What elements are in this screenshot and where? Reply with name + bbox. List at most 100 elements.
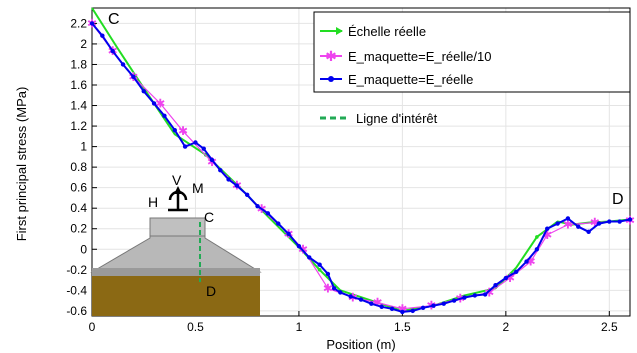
annotation-d: D: [612, 191, 624, 208]
data-point: [545, 226, 550, 231]
data-point: [627, 217, 633, 222]
inset-soil: [92, 272, 260, 316]
x-tick-label: 1: [296, 320, 303, 334]
data-point: [576, 224, 581, 229]
data-point: ✱: [542, 228, 552, 242]
data-point: ✱: [563, 218, 573, 232]
legend-label-maquette-10: E_maquette=E_réelle/10: [348, 49, 491, 64]
data-point: [317, 262, 322, 267]
y-tick-label: 0.6: [70, 181, 87, 195]
data-point: [141, 88, 146, 94]
data-point: [513, 269, 519, 275]
x-tick-label: 1.5: [394, 320, 411, 334]
y-tick-label: -0.4: [66, 283, 87, 297]
data-point: [182, 144, 188, 149]
data-point: [265, 211, 271, 216]
data-point: [209, 157, 215, 163]
inset-label-m: M: [192, 180, 204, 196]
data-point: [420, 305, 426, 310]
legend-label-maquette: E_maquette=E_réelle: [348, 72, 473, 87]
inset-label-d: D: [206, 283, 216, 299]
data-point: [244, 192, 250, 198]
legend-marker-echelle-icon: [336, 27, 343, 35]
data-point: [607, 219, 612, 224]
x-tick-label: 2.5: [601, 320, 618, 334]
data-point: [535, 235, 539, 239]
y-tick-label: 1.8: [70, 57, 87, 71]
data-point: [307, 255, 312, 260]
data-point: [131, 74, 136, 79]
inset-foundation-base: [92, 268, 260, 276]
y-tick-label: 0.4: [70, 201, 87, 215]
data-point: ✱: [155, 96, 165, 110]
y-tick-label: -0.6: [66, 304, 87, 318]
data-point: [234, 183, 240, 188]
data-point: [555, 221, 560, 226]
data-point: [441, 301, 446, 306]
data-point: [410, 308, 415, 314]
data-point: [348, 294, 353, 299]
data-point: [431, 303, 436, 308]
data-point: ✱: [397, 302, 407, 316]
data-point: [389, 306, 395, 312]
data-point: [617, 219, 622, 224]
data-point: [503, 275, 509, 281]
data-point: [534, 247, 540, 252]
data-point: ✱: [526, 255, 536, 269]
data-point: [276, 221, 281, 226]
data-point: [565, 216, 571, 221]
x-axis-ticks: 0 0.5 1 1.5 2 2.5: [89, 311, 618, 334]
inset-structure-diagram: V M H C D: [90, 172, 262, 316]
inset-label-c: C: [204, 209, 214, 225]
data-point: [100, 33, 105, 38]
data-point: ✱: [484, 285, 494, 299]
data-point: [110, 48, 115, 54]
inset-label-v: V: [172, 172, 182, 188]
y-tick-label: 1.6: [70, 78, 87, 92]
y-tick-label: 2: [80, 37, 87, 51]
series-2: [89, 21, 633, 315]
legend-marker-dot-icon: [328, 76, 334, 82]
y-tick-label: 2.2: [70, 16, 87, 30]
data-point: [193, 140, 198, 145]
legend-label-ligne: Ligne d'intérêt: [356, 111, 438, 126]
data-point: [358, 297, 364, 302]
x-tick-label: 2: [503, 320, 510, 334]
data-point: [482, 292, 488, 297]
y-tick-label: 0: [80, 242, 87, 256]
y-tick-label: 1.4: [70, 99, 87, 113]
inset-arrow-head-icon: [174, 186, 182, 194]
plot-frame: [91, 7, 631, 317]
inset-label-h: H: [148, 194, 158, 210]
data-point: [338, 290, 343, 295]
data-point: [369, 301, 374, 306]
data-point: [524, 259, 529, 264]
y-tick-label: 1.2: [70, 119, 87, 133]
data-point: ✱: [505, 271, 515, 285]
inset-pedestal: [149, 217, 206, 237]
data-point: [472, 293, 478, 298]
data-point: [286, 231, 291, 237]
y-tick-label: 0.2: [70, 222, 87, 236]
x-axis-label: Position (m): [326, 337, 395, 352]
legend: Échelle réelle ✱ E_maquette=E_réelle/10 …: [313, 11, 631, 126]
data-point: [296, 243, 302, 249]
data-point: ✱: [590, 216, 600, 230]
data-point: [120, 62, 126, 67]
data-point: [201, 146, 206, 151]
data-point: [379, 304, 384, 309]
data-point: [218, 168, 223, 173]
x-tick-label: 0.5: [187, 320, 204, 334]
legend-label-echelle: Échelle réelle: [348, 24, 426, 39]
x-tick-label: 0: [89, 320, 96, 334]
data-point: ✱: [178, 124, 188, 138]
data-point: ✱: [323, 281, 333, 295]
data-point: [172, 127, 177, 133]
data-point: [586, 229, 591, 235]
data-point: [493, 283, 498, 288]
data-point: ✱: [373, 296, 383, 310]
y-axis-label: First principal stress (MPa): [14, 87, 29, 242]
data-point: [331, 286, 337, 291]
data-point: [151, 101, 157, 106]
legend-box: [313, 11, 631, 93]
